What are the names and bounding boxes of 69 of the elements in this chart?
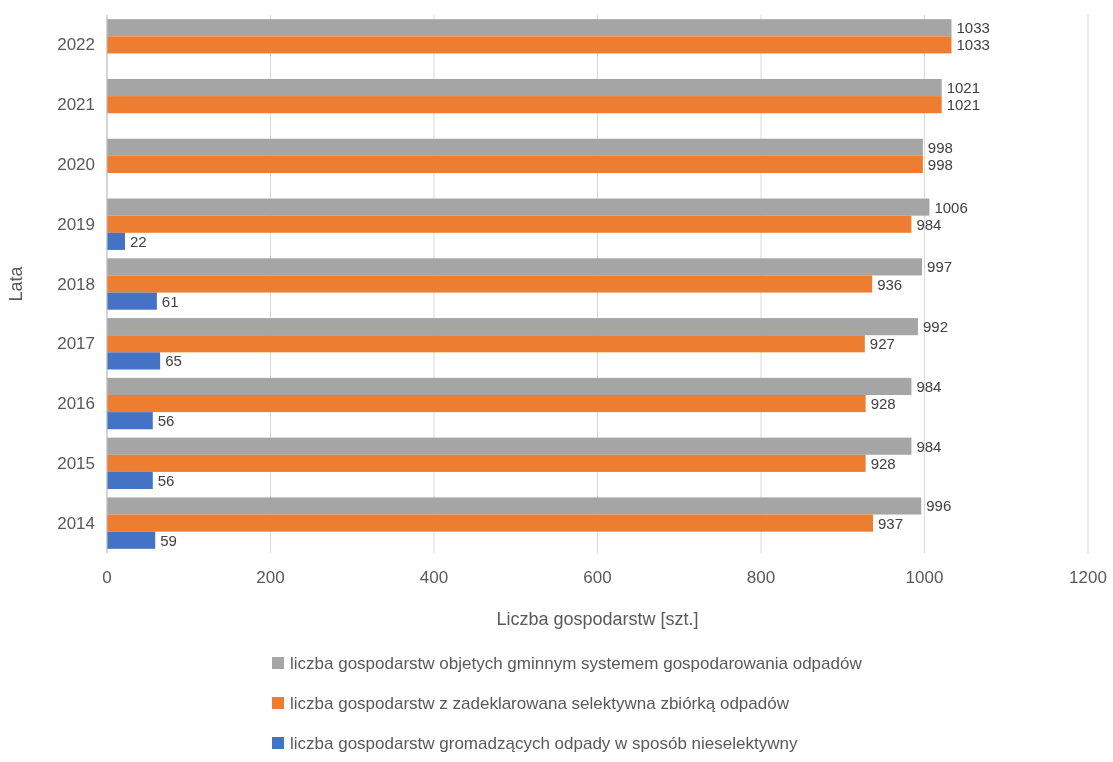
- legend-label: liczba gospodarstw z zadeklarowana selektywna zbiórką odpadów: [290, 693, 790, 713]
- x-tick-label: 0: [102, 568, 112, 587]
- bar: [107, 454, 866, 472]
- x-tick-label: 800: [746, 568, 776, 587]
- bar: [107, 138, 923, 156]
- bar: [107, 78, 942, 97]
- data-label: 22: [129, 232, 147, 250]
- y-tick-label: 2015: [57, 453, 95, 473]
- x-tick-label: 600: [583, 568, 612, 587]
- data-label: 984: [916, 437, 942, 455]
- y-tick-label: 2020: [57, 154, 95, 174]
- bar: [107, 352, 161, 370]
- bar: [107, 471, 153, 490]
- y-tick-label: 2021: [57, 95, 95, 115]
- data-label: 61: [161, 292, 179, 310]
- y-tick-label: 2022: [57, 35, 95, 55]
- bar: [107, 19, 952, 37]
- bar: [107, 258, 923, 276]
- data-label: 997: [927, 258, 953, 276]
- bar: [107, 36, 952, 54]
- data-label: 992: [922, 318, 948, 336]
- y-tick-label: 2016: [57, 394, 95, 414]
- data-label: 1021: [946, 96, 981, 114]
- data-label: 1006: [934, 198, 968, 216]
- bar: [107, 531, 156, 549]
- data-label: 984: [916, 377, 942, 395]
- bar: [107, 155, 923, 174]
- data-label: 1033: [956, 36, 990, 54]
- legend-label: liczba gospodarstw gromadzących odpady w sposób nieselektywny: [290, 733, 798, 753]
- y-axis-title: Lata: [6, 265, 26, 302]
- data-label: 928: [870, 395, 896, 413]
- bar: [107, 437, 912, 455]
- bar: [107, 335, 865, 353]
- x-tick-label: 1200: [1069, 568, 1107, 587]
- data-label: 984: [916, 215, 942, 233]
- bar: [107, 412, 153, 430]
- bar: [107, 198, 930, 216]
- bar: [107, 394, 866, 413]
- data-label: 998: [927, 155, 953, 173]
- data-label: 59: [160, 531, 177, 549]
- x-tick-label: 400: [419, 568, 449, 587]
- x-tick-label: 200: [256, 568, 285, 587]
- data-label: 65: [165, 352, 182, 370]
- data-label: 927: [869, 335, 895, 353]
- bar: [107, 318, 918, 336]
- bar: [107, 275, 873, 293]
- bar: [107, 377, 912, 395]
- bar: [107, 96, 942, 114]
- data-label: 56: [157, 412, 175, 430]
- data-label: 998: [927, 138, 953, 156]
- data-label: 1021: [946, 79, 981, 97]
- legend-label: liczba gospodarstw objetych gminnym systemem gospodarowania odpadów: [290, 653, 863, 673]
- data-label: 996: [926, 497, 952, 515]
- bar: [107, 215, 912, 233]
- y-tick-label: 2019: [57, 214, 95, 234]
- y-tick-label: 2014: [57, 513, 95, 533]
- bar: [107, 292, 157, 310]
- data-label: 56: [157, 471, 175, 489]
- bar: [107, 497, 922, 515]
- y-tick-label: 2018: [57, 274, 95, 294]
- data-label: 928: [870, 454, 896, 472]
- data-label: 937: [878, 514, 904, 532]
- data-label: 936: [877, 275, 903, 293]
- x-tick-label: 1000: [905, 568, 944, 587]
- bar: [107, 514, 873, 532]
- data-label: 1033: [956, 19, 990, 37]
- x-axis-title: Liczba gospodarstw [szt.]: [496, 609, 699, 629]
- y-tick-label: 2017: [57, 334, 95, 354]
- bar: [107, 232, 125, 250]
